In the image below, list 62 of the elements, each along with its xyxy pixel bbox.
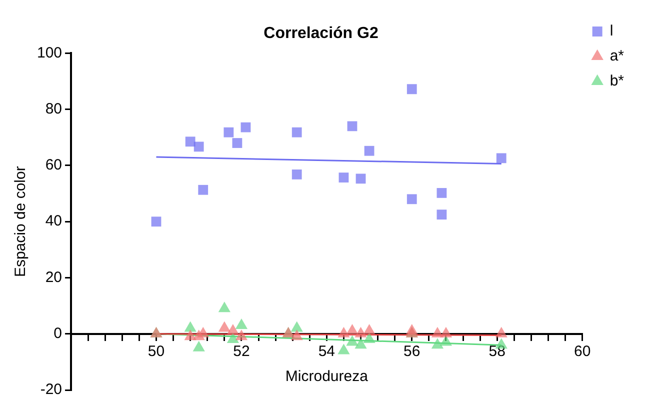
x-tick-label: 50 bbox=[148, 343, 165, 360]
x-tick-label: 58 bbox=[488, 343, 506, 360]
point bbox=[151, 216, 162, 227]
point bbox=[292, 170, 302, 180]
point bbox=[218, 302, 230, 312]
point bbox=[240, 122, 251, 132]
point bbox=[235, 318, 248, 329]
y-tick-label: -20 bbox=[40, 381, 62, 398]
point bbox=[292, 127, 302, 138]
point bbox=[232, 138, 242, 148]
point bbox=[436, 210, 447, 220]
point bbox=[226, 332, 239, 343]
point bbox=[235, 330, 248, 340]
point bbox=[226, 324, 239, 335]
x-axis-title: Microdureza bbox=[285, 368, 369, 386]
y-tick-label: 80 bbox=[45, 100, 62, 118]
point bbox=[192, 340, 205, 352]
point bbox=[338, 172, 349, 182]
point bbox=[346, 335, 358, 346]
point bbox=[347, 121, 358, 132]
legend-label: b* bbox=[610, 72, 624, 90]
y-tick-label: 40 bbox=[45, 212, 62, 230]
point bbox=[356, 174, 366, 184]
point bbox=[194, 142, 204, 152]
point bbox=[440, 335, 452, 346]
y-axis-title: Espacio de color bbox=[12, 166, 30, 278]
point bbox=[363, 332, 376, 343]
point bbox=[354, 326, 367, 338]
x-tick-label: 60 bbox=[574, 343, 591, 360]
point bbox=[495, 326, 508, 338]
point bbox=[406, 194, 417, 204]
point bbox=[406, 324, 418, 335]
y-tick-label: 0 bbox=[54, 325, 62, 342]
point bbox=[363, 324, 376, 335]
point bbox=[440, 326, 452, 338]
point bbox=[354, 338, 367, 349]
point bbox=[290, 330, 303, 340]
chart-title: Correlación G2 bbox=[264, 25, 378, 42]
point bbox=[218, 321, 230, 332]
point bbox=[338, 326, 350, 338]
point bbox=[197, 326, 210, 338]
x-tick-label: 56 bbox=[404, 343, 420, 360]
point bbox=[431, 326, 444, 338]
legend-label: a* bbox=[610, 48, 624, 65]
point bbox=[198, 184, 208, 195]
point bbox=[406, 84, 417, 94]
x-tick-label: 52 bbox=[233, 343, 250, 360]
point bbox=[338, 344, 350, 354]
point bbox=[364, 146, 374, 156]
point bbox=[184, 321, 196, 332]
point bbox=[496, 153, 506, 164]
point bbox=[436, 188, 447, 198]
legend-label: l bbox=[610, 22, 614, 40]
y-tick-label: 20 bbox=[45, 268, 62, 286]
point bbox=[224, 127, 234, 138]
y-tick-label: 100 bbox=[36, 44, 62, 62]
point bbox=[431, 338, 444, 349]
x-tick-label: 54 bbox=[318, 343, 336, 360]
y-tick-label: 60 bbox=[45, 156, 62, 174]
point bbox=[185, 136, 196, 147]
point bbox=[290, 321, 303, 332]
point bbox=[346, 324, 358, 335]
